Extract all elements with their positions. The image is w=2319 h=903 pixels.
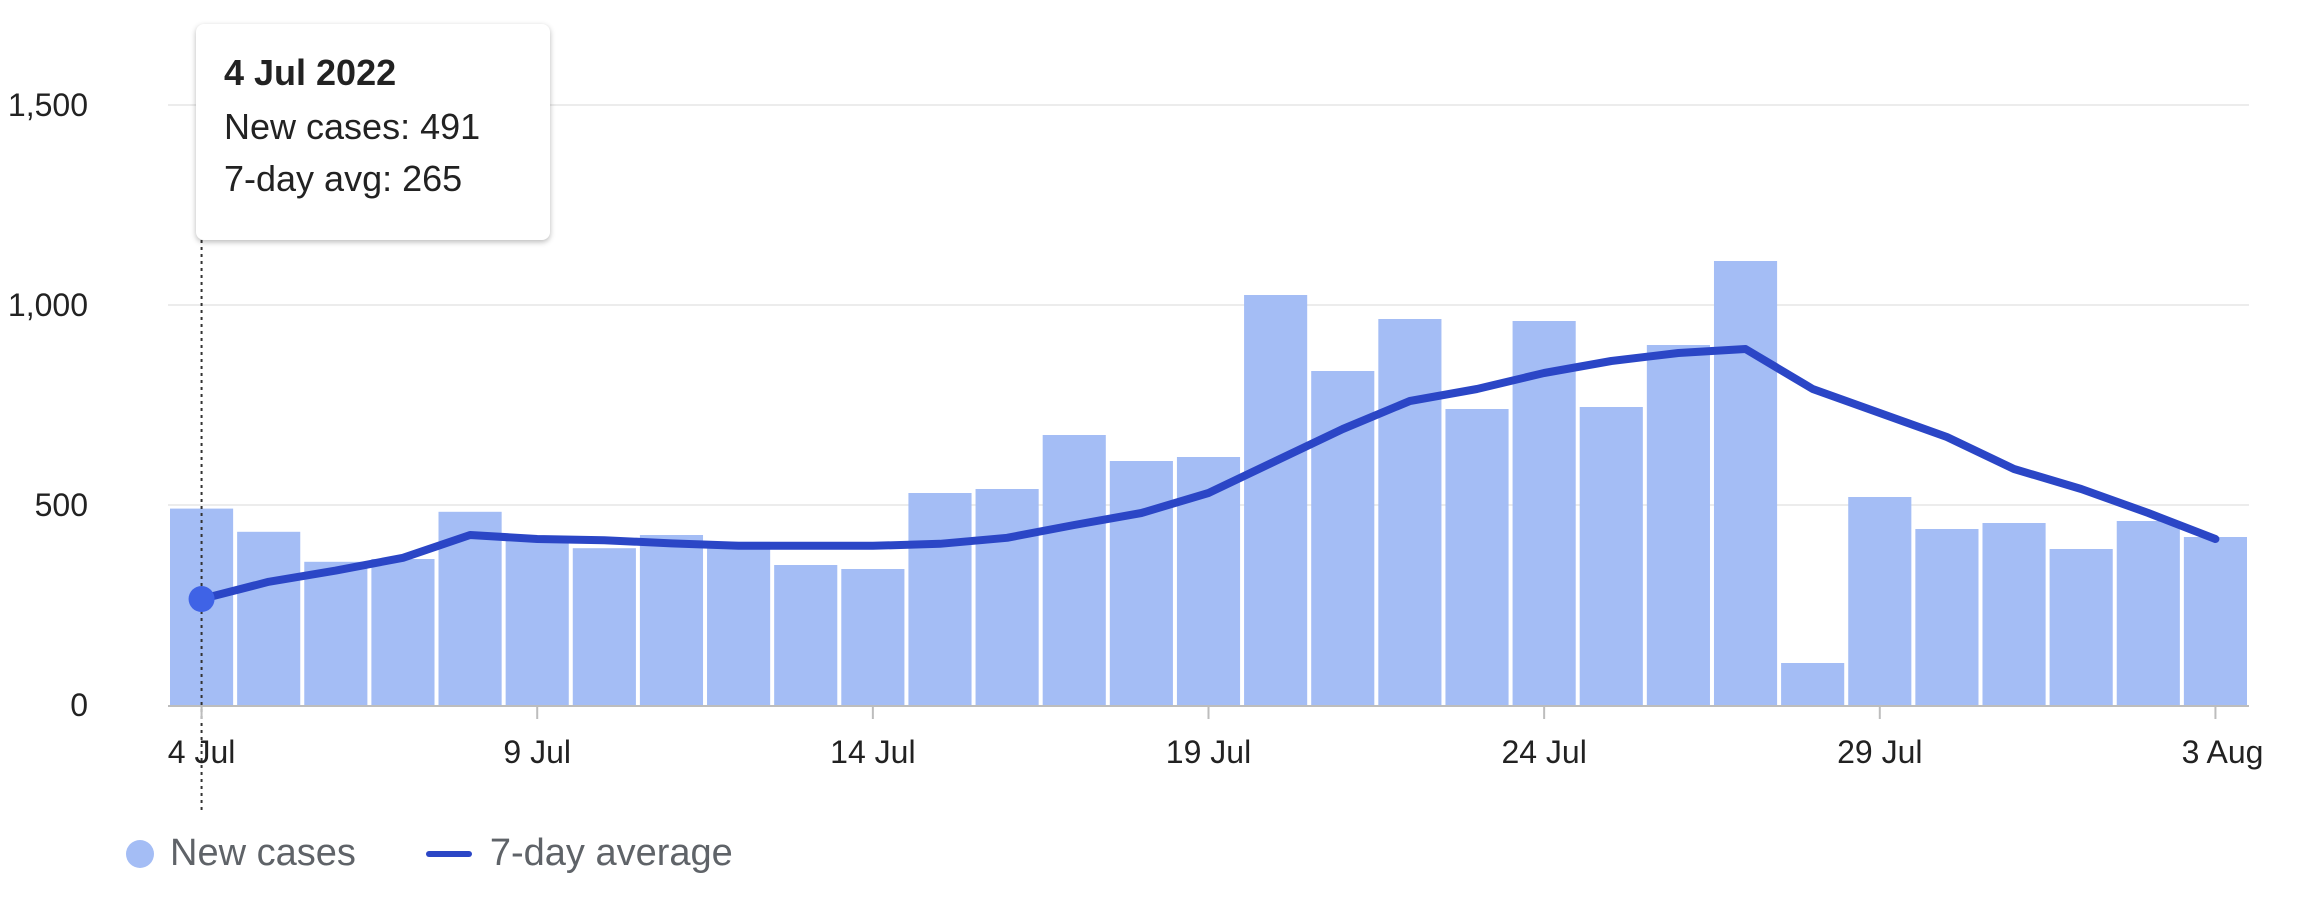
bar[interactable]: [2049, 549, 2113, 705]
y-tick-label: 1,500: [8, 87, 88, 123]
legend-item-7-day-average[interactable]: 7-day average: [425, 832, 733, 875]
bar[interactable]: [774, 565, 838, 705]
bar[interactable]: [1915, 529, 1979, 705]
bar[interactable]: [1042, 435, 1106, 705]
bar[interactable]: [2116, 521, 2180, 705]
y-tick-label: 1,000: [8, 287, 88, 323]
legend: New cases 7-day average: [126, 832, 803, 875]
bar[interactable]: [1109, 461, 1173, 705]
bar[interactable]: [2183, 537, 2247, 705]
tooltip: 4 Jul 2022 New cases: 491 7-day avg: 265: [196, 24, 550, 240]
bar[interactable]: [1848, 497, 1912, 705]
bar[interactable]: [237, 531, 301, 705]
legend-dot-icon: [126, 839, 154, 868]
bar[interactable]: [1579, 407, 1643, 705]
bar[interactable]: [304, 561, 368, 705]
x-tick-label: 19 Jul: [1166, 734, 1251, 770]
tooltip-7-day-avg: 7-day avg: 265: [224, 158, 463, 199]
bar[interactable]: [975, 489, 1039, 705]
bar[interactable]: [1378, 319, 1442, 705]
bar-series-new-cases: [170, 261, 2247, 705]
x-tick-label: 4 Jul: [168, 734, 236, 770]
bar[interactable]: [1781, 663, 1845, 705]
x-axis-labels: 4 Jul 9 Jul 14 Jul 19 Jul 24 Jul 29 Jul 3 Aug: [168, 706, 2264, 770]
bar[interactable]: [707, 541, 771, 705]
tooltip-new-cases: New cases: 491: [224, 106, 481, 147]
x-tick-label: 3 Aug: [2182, 734, 2264, 770]
y-tick-label: 500: [35, 487, 88, 523]
bar[interactable]: [505, 539, 569, 705]
bar[interactable]: [1244, 295, 1308, 705]
y-axis-labels: 0 500 1,000 1,500: [8, 87, 88, 723]
bar[interactable]: [639, 535, 704, 705]
bar[interactable]: [1445, 409, 1509, 705]
bar[interactable]: [371, 559, 435, 705]
tooltip-date: 4 Jul 2022: [224, 52, 397, 93]
bar[interactable]: [1512, 321, 1576, 705]
bar[interactable]: [841, 569, 905, 705]
highlight-point: [188, 586, 215, 612]
bar[interactable]: [908, 493, 972, 705]
x-tick-label: 14 Jul: [830, 734, 915, 770]
legend-item-new-cases[interactable]: New cases: [126, 832, 356, 875]
bar[interactable]: [572, 548, 636, 705]
line-series-7-day-average: [197, 345, 2220, 603]
x-tick-label: 29 Jul: [1837, 734, 1922, 770]
bar[interactable]: [1713, 261, 1778, 705]
legend-label-7-day-average: 7-day average: [489, 832, 733, 874]
legend-line-icon: [425, 850, 472, 857]
bar[interactable]: [1646, 345, 1710, 705]
y-tick-label: 0: [70, 687, 88, 723]
x-tick-label: 24 Jul: [1501, 734, 1586, 770]
x-tick-label: 9 Jul: [503, 734, 571, 770]
legend-label-new-cases: New cases: [170, 832, 356, 874]
bar[interactable]: [1982, 523, 2046, 705]
